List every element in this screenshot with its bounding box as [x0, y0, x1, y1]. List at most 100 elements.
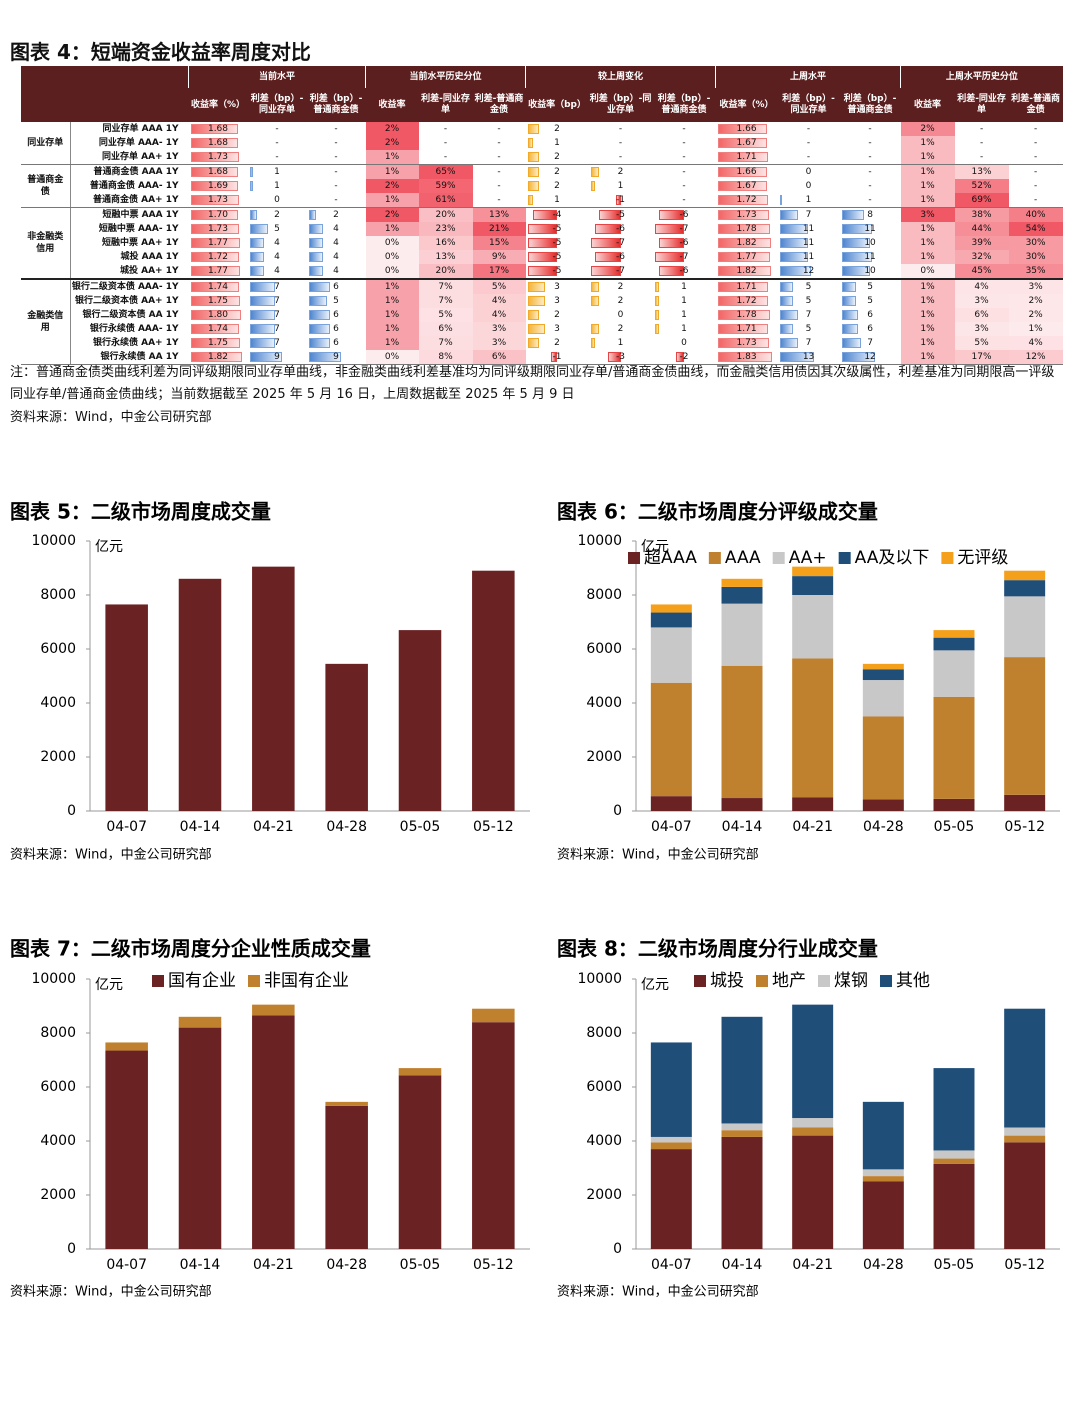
- cell: 2%: [365, 122, 419, 136]
- cell-value: 1%: [920, 324, 935, 334]
- cell-value: 3%: [491, 324, 507, 334]
- cell: 12%: [1008, 350, 1063, 365]
- cell-value: -6: [679, 238, 689, 248]
- legend-label: 地产: [772, 971, 806, 991]
- bar-segment: [862, 680, 904, 717]
- cell: 1: [589, 336, 653, 350]
- cell-value: 7: [805, 338, 812, 348]
- cell: -3: [588, 350, 653, 365]
- cell: -6: [653, 208, 716, 223]
- cell-value: 1: [681, 324, 687, 334]
- cell-value: -7: [679, 224, 689, 234]
- cell-value: 5%: [491, 282, 507, 292]
- cell: -: [653, 136, 716, 150]
- cell-value: 1%: [384, 195, 400, 205]
- cell-value: 6: [867, 324, 873, 334]
- cell-bar: [308, 338, 331, 348]
- cell-bar: [527, 282, 546, 292]
- y-axis-label: 亿元: [95, 539, 123, 555]
- cell-bar: [654, 282, 659, 292]
- cell-bar: [418, 165, 473, 179]
- cell-bar: [527, 138, 534, 148]
- cell-bar: [365, 193, 419, 207]
- bar-segment: [721, 1136, 763, 1249]
- cell-bar: [249, 282, 275, 292]
- cell: 1.80: [189, 308, 248, 322]
- data-table: 当前水平 当前水平历史分位 较上周变化 上周水平 上周水平历史分位 收益率（%） 利差（bp…: [20, 66, 1063, 365]
- bar-segment: [325, 1105, 368, 1249]
- cell-value: 6: [867, 310, 873, 320]
- cell-value: 5: [333, 296, 339, 306]
- cell-value: -: [334, 138, 338, 148]
- cell: 61%: [418, 193, 473, 208]
- cell-bar: [900, 322, 955, 336]
- cell-value: -: [868, 195, 872, 205]
- y-tick-label: 6000: [40, 641, 76, 657]
- cell-bar: [717, 195, 769, 205]
- cell-bar: [900, 236, 955, 250]
- y-tick-label: 2000: [40, 1187, 76, 1203]
- table-row: 普通商金债 AA+ 1Y 1.73 0-1% 61% -1 -1-1.72 1-1% 69% -: [21, 193, 1063, 208]
- cell: -: [955, 122, 1009, 136]
- cell: 0%: [365, 250, 419, 264]
- cell-value: -: [979, 124, 984, 134]
- cell: 2%: [365, 179, 419, 193]
- cell: 1.82: [715, 264, 778, 280]
- bar-segment: [792, 797, 834, 811]
- legend-swatch: [248, 975, 260, 987]
- y-tick-label: 4000: [586, 695, 622, 711]
- cell-value: 4: [333, 266, 339, 276]
- cell-value: 1.68: [207, 138, 229, 148]
- cell-bar: [190, 338, 240, 348]
- cell-value: 1: [617, 181, 624, 191]
- cell: 35%: [1008, 264, 1063, 280]
- bar-segment: [721, 1130, 763, 1137]
- row-name: 城投 AA+ 1Y: [70, 264, 189, 280]
- cell: 0: [653, 336, 716, 350]
- bar-segment: [862, 1101, 904, 1170]
- cell-bar: [717, 296, 769, 306]
- cell-bar: [249, 324, 275, 334]
- cell: 1.77: [189, 236, 248, 250]
- cell-value: 7: [274, 282, 280, 292]
- cell: 7: [248, 279, 307, 294]
- cell-value: 1.66: [736, 124, 757, 134]
- cell-value: 1%: [384, 167, 400, 177]
- cell-value: 1.72: [736, 195, 757, 205]
- cell: 6%: [418, 322, 473, 336]
- cell-value: -: [1033, 181, 1038, 191]
- cell-bar: [308, 296, 327, 306]
- legend-swatch: [818, 975, 830, 987]
- cell: -5: [589, 208, 653, 223]
- cell-bar: [654, 296, 659, 306]
- cell-value: 38%: [971, 210, 992, 220]
- y-tick-label: 6000: [586, 1079, 622, 1095]
- y-tick-label: 6000: [586, 641, 622, 657]
- table-row: 城投 AAA 1Y 1.72 4 4 0% 13% 9% -5 -6 -7 1.77 11 11 1% 32…: [21, 250, 1063, 264]
- cell: 11: [778, 222, 840, 236]
- cell: -: [778, 136, 840, 150]
- cell-value: 4: [333, 238, 339, 248]
- row-name: 同业存单 AAA 1Y: [102, 124, 179, 134]
- cell-bar: [717, 282, 768, 292]
- cell: -: [473, 136, 526, 150]
- cell-bar: [1008, 250, 1063, 264]
- cell-bar: [900, 136, 955, 150]
- cell-bar: [841, 224, 873, 234]
- cell-value: 1%: [384, 224, 400, 234]
- x-tick-label: 04-28: [326, 819, 367, 835]
- cell-bar: [779, 266, 812, 276]
- cell-value: 2%: [1028, 296, 1043, 306]
- cell-bar: [658, 210, 685, 220]
- cell-value: 0%: [384, 266, 400, 276]
- bar-segment: [472, 1008, 515, 1023]
- cell-bar: [954, 250, 1009, 264]
- cell: 1%: [900, 250, 955, 264]
- table-row: 同业存单 AA+ 1Y 1.73 - - 1% - - 2 - - 1.71 - - 1% - -: [21, 150, 1063, 165]
- cell-bar: [249, 224, 268, 234]
- cell-value: 40%: [1025, 210, 1046, 220]
- cell-value: 2: [554, 124, 560, 134]
- cell-value: 30%: [1025, 252, 1046, 262]
- y-tick-label: 4000: [40, 695, 76, 711]
- cell-bar: [779, 324, 793, 334]
